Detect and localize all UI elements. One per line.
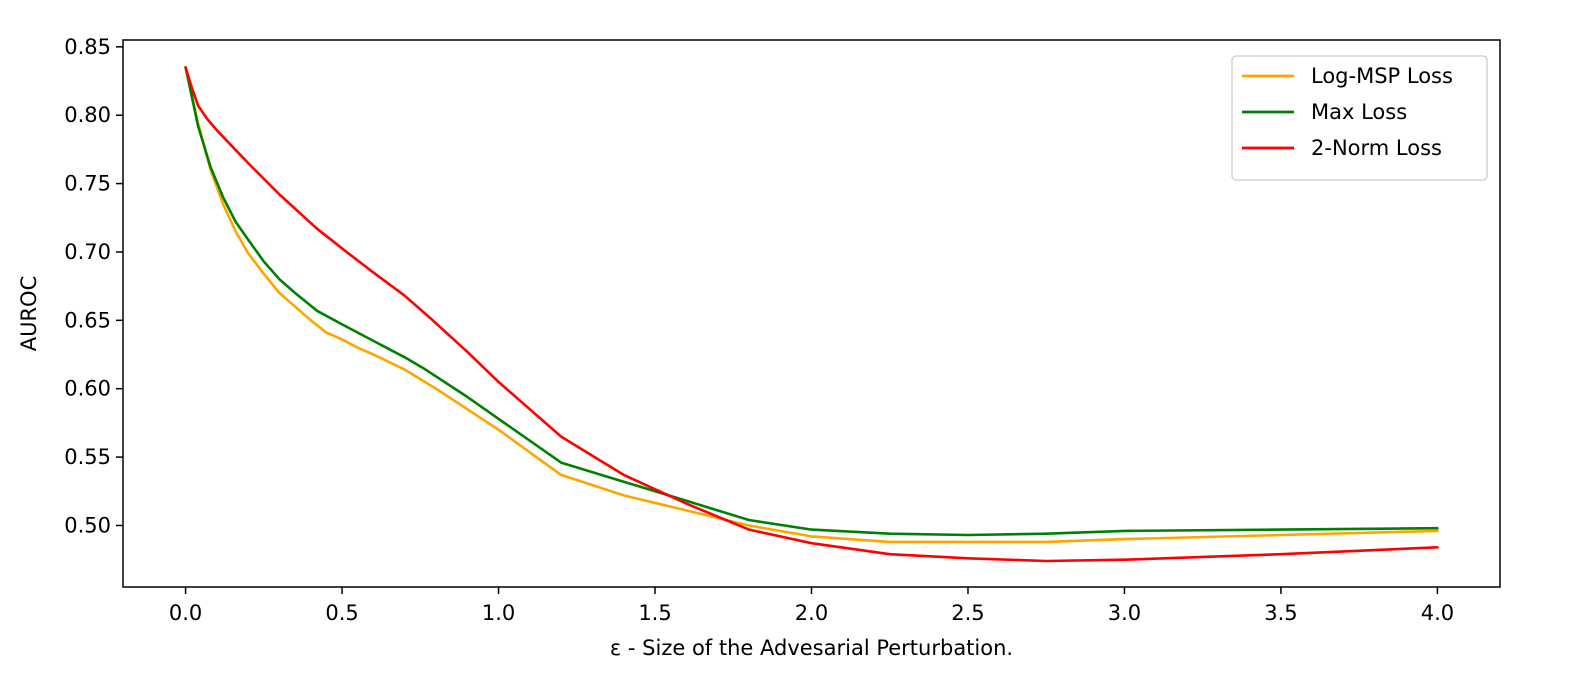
y-tick-label: 0.60 xyxy=(64,377,111,401)
y-tick-label: 0.65 xyxy=(64,308,111,332)
y-tick-label: 0.85 xyxy=(64,35,111,59)
series-layer xyxy=(184,66,1439,563)
y-tick-label: 0.50 xyxy=(64,513,111,537)
series-line-2-norm-loss xyxy=(184,66,1439,563)
x-tick-label: 3.5 xyxy=(1264,601,1297,625)
y-tick-label: 0.75 xyxy=(64,172,111,196)
legend-label: Log-MSP Loss xyxy=(1311,64,1453,88)
series-line-log-msp-loss xyxy=(184,66,1439,544)
x-tick-label: 1.5 xyxy=(638,601,671,625)
legend-label: Max Loss xyxy=(1311,100,1407,124)
legend: Log-MSP Loss Max Loss 2-Norm Loss xyxy=(1231,55,1488,181)
x-tick-label: 3.0 xyxy=(1108,601,1141,625)
x-axis-ticks: 0.0 0.5 1.0 1.5 2.0 2.5 3.0 3.5 4.0 xyxy=(169,587,1454,625)
legend-label: 2-Norm Loss xyxy=(1311,136,1442,160)
plot-frame xyxy=(122,39,1501,588)
y-tick-label: 0.70 xyxy=(64,240,111,264)
y-tick-label: 0.80 xyxy=(64,103,111,127)
x-axis-title: ε - Size of the Advesarial Perturbation. xyxy=(610,636,1013,660)
x-tick-label: 4.0 xyxy=(1421,601,1454,625)
legend-box xyxy=(1231,55,1488,181)
y-axis-ticks: 0.50 0.55 0.60 0.65 0.70 0.75 0.80 0.85 xyxy=(64,35,123,537)
x-tick-label: 1.0 xyxy=(482,601,515,625)
x-tick-label: 2.5 xyxy=(951,601,984,625)
series-line-max-loss xyxy=(184,66,1439,537)
y-axis-title: AUROC xyxy=(17,276,41,352)
x-tick-label: 2.0 xyxy=(795,601,828,625)
x-tick-label: 0.5 xyxy=(325,601,358,625)
y-tick-label: 0.55 xyxy=(64,445,111,469)
x-tick-label: 0.0 xyxy=(169,601,202,625)
